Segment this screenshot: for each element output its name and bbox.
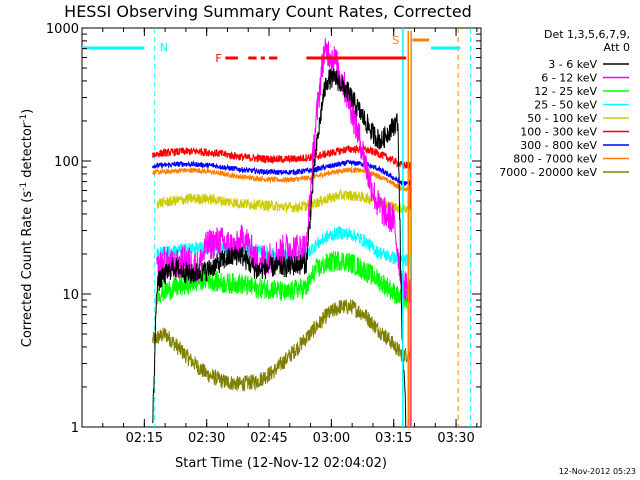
legend-label: 800 - 7000 keV <box>513 153 597 166</box>
legend-label: 25 - 50 keV <box>534 99 597 112</box>
legend-label: 300 - 800 keV <box>520 139 597 152</box>
series-line-0 <box>152 68 407 428</box>
legend-label: 100 - 300 keV <box>520 126 597 139</box>
series-line-8 <box>152 299 411 428</box>
chart-title: HESSI Observing Summary Count Rates, Cor… <box>64 2 472 21</box>
x-axis-label: Start Time (12-Nov-12 02:04:02) <box>175 456 387 471</box>
legend-label: 12 - 25 keV <box>534 85 597 98</box>
legend-label: 3 - 6 keV <box>548 58 597 71</box>
footer-date-stamp: 12-Nov-2012 05:23 <box>559 467 636 476</box>
x-tick-label: 03:00 <box>313 431 350 446</box>
x-tick-label: 03:15 <box>375 431 412 446</box>
y-tick-label: 100 <box>54 155 79 170</box>
saa-label: S <box>392 34 399 47</box>
series-line-5 <box>152 144 411 428</box>
legend-label: 6 - 12 keV <box>541 72 597 85</box>
x-tick-label: 02:15 <box>126 431 163 446</box>
x-tick-label: 02:30 <box>188 431 225 446</box>
legend-header-detectors: Det 1,3,5,6,7,9, <box>544 28 630 41</box>
night-label: N <box>160 41 168 54</box>
x-tick-label: 02:45 <box>250 431 287 446</box>
series-line-4 <box>156 188 411 428</box>
y-tick-label: 1 <box>71 421 79 436</box>
y-axis-label: Corrected Count Rate (s-1 detector-1) <box>19 109 35 347</box>
legend-label: 7000 - 20000 keV <box>499 166 597 179</box>
flare-label: F <box>215 52 221 65</box>
legend-header-attenuator: Att 0 <box>604 41 630 54</box>
x-tick-label: 03:30 <box>437 431 474 446</box>
legend-label: 50 - 100 keV <box>527 112 597 125</box>
y-tick-label: 10 <box>62 288 79 303</box>
plot-frame <box>81 27 482 428</box>
y-tick-label: 1000 <box>46 22 79 37</box>
series-line-2 <box>156 251 411 428</box>
